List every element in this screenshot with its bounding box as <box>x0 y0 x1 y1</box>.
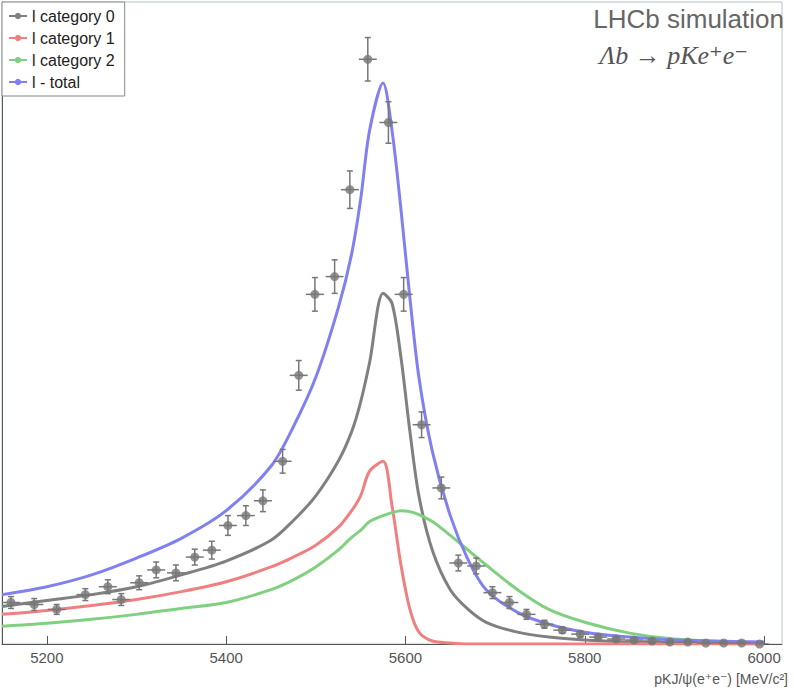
svg-text:6000: 6000 <box>747 649 780 666</box>
svg-text:l category 0: l category 0 <box>32 8 115 25</box>
svg-text:5600: 5600 <box>389 649 422 666</box>
svg-text:l category 1: l category 1 <box>32 30 115 47</box>
svg-text:5200: 5200 <box>30 649 63 666</box>
svg-text:l category 2: l category 2 <box>32 52 115 69</box>
svg-text:Λb → pKe⁺e⁻: Λb → pKe⁺e⁻ <box>596 41 748 70</box>
svg-text:5800: 5800 <box>568 649 601 666</box>
svg-text:pKJ/ψ(e⁺e⁻) [MeV/c²]: pKJ/ψ(e⁺e⁻) [MeV/c²] <box>654 671 788 687</box>
svg-text:5400: 5400 <box>209 649 242 666</box>
svg-text:LHCb simulation: LHCb simulation <box>593 4 784 34</box>
svg-text:l - total: l - total <box>32 74 80 91</box>
